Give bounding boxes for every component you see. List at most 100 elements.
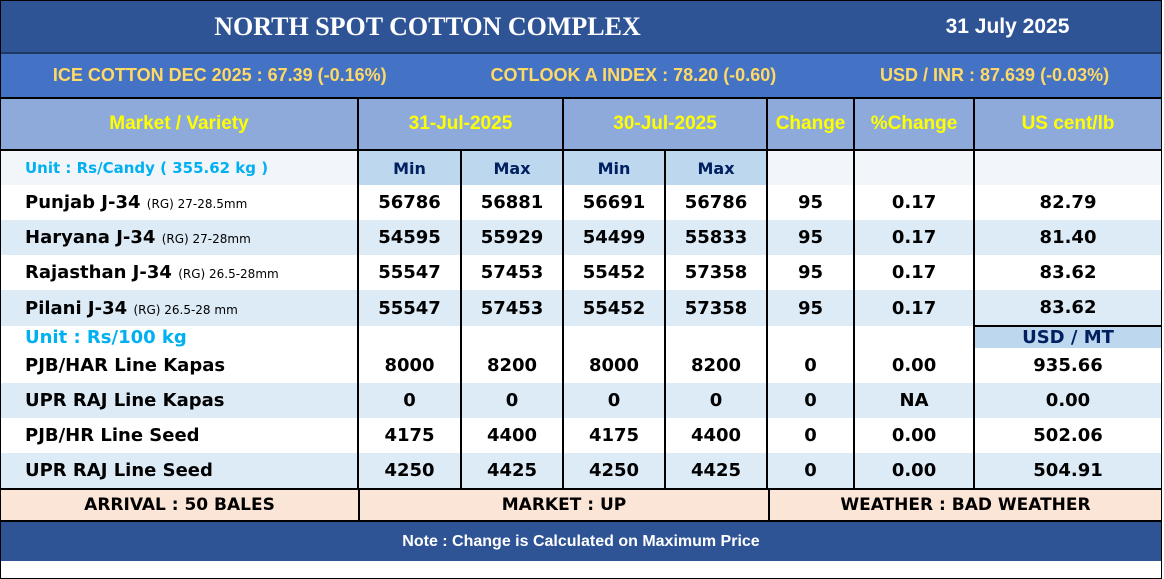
empty-cell <box>766 150 855 185</box>
value-cell: 4250 <box>357 453 461 488</box>
value-cell: 0 <box>459 383 564 418</box>
col-date2: 30-Jul-2025 <box>562 99 768 151</box>
value-cell: 55452 <box>562 255 666 290</box>
variety-detail: (RG) 26.5-28mm <box>178 267 279 281</box>
variety-name: Rajasthan J-34 (RG) 26.5-28mm <box>1 255 358 290</box>
value-cell: 55929 <box>459 220 564 255</box>
empty-cell <box>664 326 768 348</box>
max-label: Max <box>664 150 768 185</box>
value-cell: 55833 <box>664 220 768 255</box>
value-cell: 0 <box>766 383 855 418</box>
report-date: 31 July 2025 <box>945 14 1070 38</box>
ice-cotton: ICE COTTON DEC 2025 : 67.39 (-0.16%) <box>52 65 387 85</box>
col-change: Change <box>766 99 855 151</box>
value-cell: 83.62 <box>973 255 1161 290</box>
value-cell: 4175 <box>357 418 461 453</box>
value-cell: 0.17 <box>853 220 975 255</box>
empty-cell <box>459 326 564 348</box>
header-row: Market / Variety 31-Jul-2025 30-Jul-2025… <box>1 99 1161 151</box>
value-cell: 0 <box>357 383 461 418</box>
table-row: Pilani J-34 (RG) 26.5-28 mm 55547 57453 554… <box>1 290 1161 326</box>
value-cell: 0 <box>766 348 855 383</box>
variety-detail: (RG) 27-28.5mm <box>146 197 248 211</box>
value-cell: 0.00 <box>973 383 1161 418</box>
weather: WEATHER : BAD WEATHER <box>768 490 1161 520</box>
value-cell: 4250 <box>562 453 666 488</box>
note: Note : Change is Calculated on Maximum P… <box>1 522 1161 561</box>
value-cell: 502.06 <box>973 418 1161 453</box>
variety-name: Haryana J-34 (RG) 27-28mm <box>1 220 358 255</box>
value-cell: 4425 <box>459 453 564 488</box>
col-date1: 31-Jul-2025 <box>356 99 564 151</box>
market-status: MARKET : UP <box>358 490 768 520</box>
value-cell: 56786 <box>357 185 461 220</box>
value-cell: 8200 <box>664 348 768 383</box>
empty-cell <box>357 326 461 348</box>
price-table: Market / Variety 31-Jul-2025 30-Jul-2025… <box>1 99 1161 488</box>
value-cell: 57453 <box>459 290 564 326</box>
empty-cell <box>562 326 666 348</box>
variety-name: PJB/HR Line Seed <box>1 418 358 453</box>
value-cell: 57358 <box>664 255 768 290</box>
min-label: Min <box>357 150 461 185</box>
empty-cell <box>973 150 1161 185</box>
variety-label: Haryana J-34 <box>25 227 156 248</box>
table-row: Punjab J-34 (RG) 27-28.5mm 56786 56881 5669… <box>1 185 1161 220</box>
value-cell: 4400 <box>459 418 564 453</box>
variety-name: Pilani J-34 (RG) 26.5-28 mm <box>1 290 358 326</box>
value-cell: 95 <box>766 255 855 290</box>
variety-label: Rajasthan J-34 <box>25 262 172 283</box>
value-cell: 0.00 <box>853 453 975 488</box>
value-cell: 0.00 <box>853 418 975 453</box>
value-cell: 54499 <box>562 220 666 255</box>
value-cell: NA <box>853 383 975 418</box>
value-cell: 55547 <box>357 255 461 290</box>
variety-label: PJB/HAR Line Kapas <box>25 355 226 376</box>
value-cell: 56691 <box>562 185 666 220</box>
empty-cell <box>853 326 975 348</box>
max-label: Max <box>459 150 564 185</box>
value-cell: 82.79 <box>973 185 1161 220</box>
unit-label: Unit : Rs/Candy ( 355.62 kg ) <box>1 150 358 185</box>
value-cell: 8000 <box>357 348 461 383</box>
value-cell: 57358 <box>664 290 768 326</box>
table-row: UPR RAJ Line Seed 4250 4425 4250 4425 0 0.00 50… <box>1 453 1161 488</box>
variety-name: Punjab J-34 (RG) 27-28.5mm <box>1 185 358 220</box>
empty-cell <box>853 150 975 185</box>
table-row: UPR RAJ Line Kapas 0 0 0 0 0 NA 0.00 <box>1 383 1161 418</box>
arrival: ARRIVAL : 50 BALES <box>84 495 275 515</box>
value-cell: 95 <box>766 220 855 255</box>
table-row: Rajasthan J-34 (RG) 26.5-28mm 55547 57453 5… <box>1 255 1161 290</box>
variety-label: UPR RAJ Line Seed <box>25 460 213 481</box>
kapas-rows: PJB/HAR Line Kapas 8000 8200 8000 8200 0 0.00 9… <box>1 348 1161 488</box>
value-cell: 4175 <box>562 418 666 453</box>
usd-inr: USD / INR : 87.639 (-0.03%) <box>880 65 1110 85</box>
variety-detail: (RG) 27-28mm <box>161 232 251 246</box>
footer-bar: ARRIVAL : 50 BALES MARKET : UP WEATHER :… <box>1 488 1161 522</box>
value-cell: 0.00 <box>853 348 975 383</box>
table-row: PJB/HR Line Seed 4175 4400 4175 4400 0 0.00 502… <box>1 418 1161 453</box>
value-cell: 4425 <box>664 453 768 488</box>
value-cell: 4400 <box>664 418 768 453</box>
table-row: Haryana J-34 (RG) 27-28mm 54595 55929 54499… <box>1 220 1161 255</box>
value-cell: 0.17 <box>853 185 975 220</box>
value-cell: 56786 <box>664 185 768 220</box>
value-cell: 935.66 <box>973 348 1161 383</box>
value-cell: 0 <box>562 383 666 418</box>
value-cell: 95 <box>766 185 855 220</box>
value-cell: 8200 <box>459 348 564 383</box>
cotton-rows: Punjab J-34 (RG) 27-28.5mm 56786 56881 5669… <box>1 185 1161 326</box>
ticker-bar: ICE COTTON DEC 2025 : 67.39 (-0.16%) COT… <box>1 54 1161 99</box>
col-pct-change: %Change <box>853 99 975 151</box>
value-cell: 0.17 <box>853 255 975 290</box>
value-cell: 504.91 <box>973 453 1161 488</box>
usd-mt-label: USD / MT <box>973 325 1161 348</box>
variety-label: UPR RAJ Line Kapas <box>25 390 225 411</box>
cotlook-index: COTLOOK A INDEX : 78.20 (-0.60) <box>490 65 777 85</box>
value-cell: 55452 <box>562 290 666 326</box>
value-cell: 57453 <box>459 255 564 290</box>
unit-row-2: Unit : Rs/100 kg USD / MT <box>1 325 1161 348</box>
variety-label: PJB/HR Line Seed <box>25 425 200 446</box>
min-label: Min <box>562 150 666 185</box>
